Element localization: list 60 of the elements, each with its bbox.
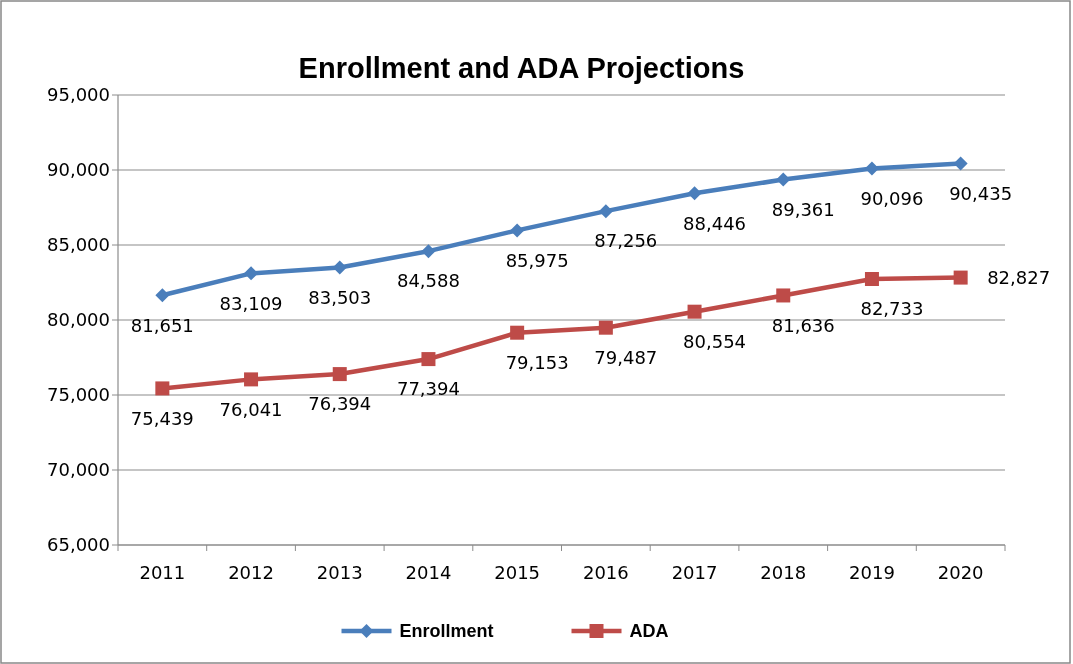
point: [864, 161, 879, 176]
chart-title: Enrollment and ADA Projections: [298, 52, 745, 84]
data-label: 80,554: [683, 330, 747, 352]
data-label: 83,109: [219, 292, 283, 314]
point: [776, 172, 791, 187]
point: [421, 352, 436, 367]
point: [332, 260, 347, 275]
x-tick-label: 2018: [760, 562, 807, 583]
data-label: 75,439: [130, 407, 194, 429]
data-label: 82,827: [987, 266, 1051, 288]
data-label: 77,394: [396, 378, 460, 400]
point: [510, 325, 525, 340]
data-label: 90,435: [949, 182, 1013, 204]
x-tick-label: 2014: [405, 562, 452, 583]
point: [953, 270, 968, 285]
y-tick-label: 85,000: [47, 234, 110, 256]
point: [155, 381, 170, 396]
point: [421, 244, 436, 259]
point: [598, 204, 613, 219]
data-label: 84,588: [396, 270, 460, 292]
point: [598, 320, 613, 335]
point: [687, 186, 702, 201]
x-tick-label: 2020: [937, 562, 984, 583]
data-label: 79,153: [505, 352, 569, 373]
point: [244, 266, 259, 281]
x-tick-label: 2015: [494, 562, 541, 583]
y-tick-label: 95,000: [47, 84, 110, 106]
legend-label: ADA: [629, 621, 669, 642]
point: [864, 272, 879, 287]
point: [776, 288, 791, 303]
point: [510, 223, 525, 238]
data-label: 76,041: [219, 398, 283, 420]
point: [244, 372, 259, 387]
data-label: 85,975: [505, 249, 569, 271]
x-tick-label: 2017: [671, 562, 718, 583]
point: [687, 304, 702, 319]
data-label: 88,446: [683, 212, 747, 234]
x-tick-label: 2011: [139, 562, 186, 583]
y-tick-label: 75,000: [47, 384, 110, 406]
x-tick-label: 2016: [582, 562, 629, 583]
point: [155, 288, 170, 303]
data-label: 89,361: [771, 198, 835, 220]
data-label: 83,503: [308, 286, 372, 308]
data-label: 81,636: [771, 314, 835, 336]
data-label: 82,733: [860, 298, 924, 320]
x-tick-label: 2013: [316, 562, 363, 583]
point: [332, 367, 347, 382]
data-label: 90,096: [860, 187, 924, 209]
y-tick-label: 90,000: [47, 159, 110, 181]
y-tick-label: 65,000: [47, 534, 110, 556]
x-tick-label: 2012: [228, 562, 274, 583]
data-label: 81,651: [130, 314, 194, 336]
data-label: 87,256: [594, 230, 658, 252]
data-label: 76,394: [308, 393, 372, 415]
legend-label: Enrollment: [399, 621, 494, 642]
y-tick-label: 70,000: [47, 459, 110, 481]
point: [953, 156, 968, 171]
x-tick-label: 2019: [849, 562, 895, 583]
data-label: 79,487: [594, 346, 658, 368]
y-tick-label: 80,000: [47, 309, 110, 331]
